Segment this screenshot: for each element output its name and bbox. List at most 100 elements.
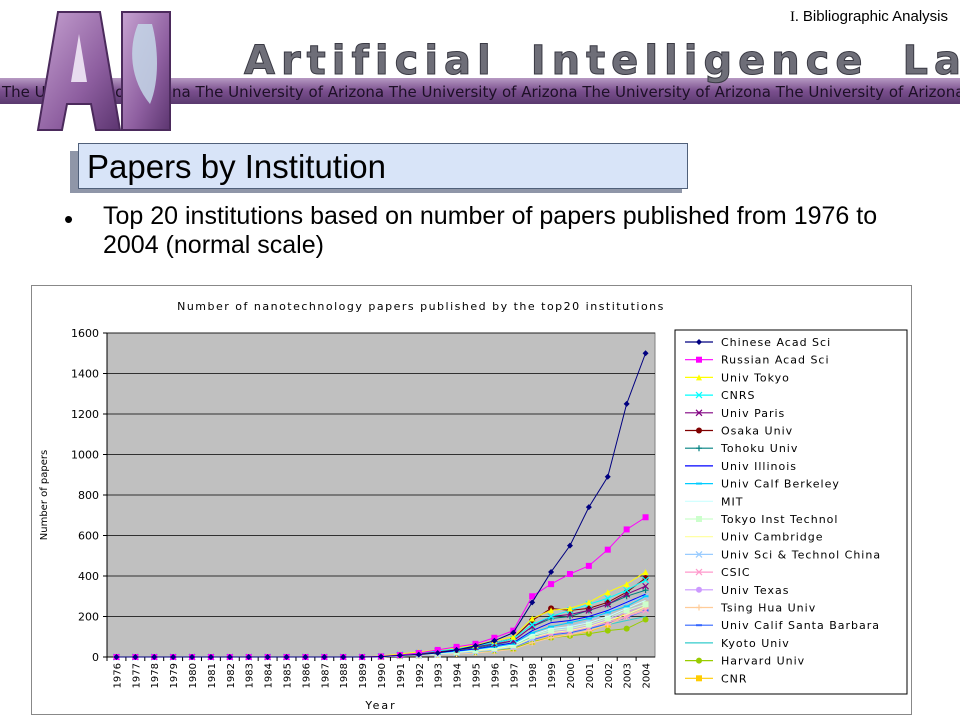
section-roman: I.	[790, 9, 799, 25]
data-point	[566, 542, 573, 549]
legend-item: Univ Texas	[685, 584, 789, 597]
data-point	[585, 627, 592, 634]
data-point	[264, 654, 271, 660]
data-point	[623, 613, 631, 620]
bullet-text: Top 20 institutions based on number of p…	[103, 202, 878, 259]
legend-marker	[695, 391, 703, 399]
data-point	[434, 646, 441, 653]
data-point	[434, 649, 441, 656]
legend-label: Univ Paris	[721, 407, 785, 420]
data-point	[585, 504, 592, 511]
legend-item: Univ Calf Berkeley	[685, 478, 839, 491]
legend-item: Russian Acad Sci	[685, 354, 830, 367]
x-tick-label: 1997	[509, 663, 520, 688]
data-point	[396, 652, 403, 659]
data-point	[623, 586, 631, 594]
y-tick-label: 800	[78, 489, 99, 502]
data-point	[642, 582, 649, 590]
lab-title-word-3: Lab	[902, 38, 960, 84]
data-point	[623, 400, 630, 407]
data-point	[453, 643, 460, 650]
y-tick-label: 1000	[71, 449, 99, 462]
legend-marker	[695, 550, 703, 558]
data-point	[340, 654, 347, 660]
legend-label: Osaka Univ	[721, 425, 793, 438]
x-tick-label: 1992	[415, 663, 426, 688]
data-point	[604, 615, 611, 622]
legend-label: Univ Cambridge	[721, 531, 824, 544]
y-tick-label: 200	[78, 611, 99, 624]
legend-label: CNR	[721, 672, 748, 685]
data-point	[623, 607, 630, 614]
x-tick-label: 1980	[188, 663, 199, 688]
data-point	[491, 637, 498, 644]
data-point	[585, 607, 593, 614]
lab-title-word-1: Artificial	[244, 38, 497, 84]
legend-item: Univ Cambridge	[685, 531, 824, 544]
data-point	[642, 576, 649, 584]
legend-item: Tsing Hua Univ	[685, 602, 815, 615]
legend-label: Harvard Univ	[721, 655, 805, 668]
data-point	[151, 654, 158, 660]
data-point	[585, 599, 592, 606]
legend-label: Tohoku Univ	[720, 442, 798, 455]
data-point	[548, 627, 555, 634]
x-tick-label: 1982	[226, 663, 237, 688]
data-point	[604, 473, 611, 480]
data-point	[585, 621, 592, 628]
legend-marker	[696, 675, 702, 682]
data-point	[548, 581, 555, 588]
x-tick-label: 2004	[642, 663, 653, 688]
legend-marker	[696, 374, 702, 381]
data-point	[642, 568, 649, 575]
legend-label: Kyoto Univ	[721, 637, 790, 650]
x-tick-label: 1990	[377, 663, 388, 688]
chart-frame: Number of nanotechnology papers publishe…	[31, 285, 912, 715]
data-point	[321, 654, 328, 660]
x-tick-label: 2001	[585, 663, 596, 688]
data-point	[623, 625, 630, 632]
data-point	[604, 594, 612, 602]
data-point	[604, 589, 611, 596]
data-point	[510, 629, 517, 636]
y-tick-label: 400	[78, 570, 99, 583]
y-tick-label: 1200	[71, 408, 99, 421]
data-point	[415, 651, 422, 658]
data-point	[170, 654, 177, 660]
legend-marker	[696, 339, 702, 345]
lab-title: Artificial Intelligence Lab	[244, 38, 960, 84]
legend-item: Chinese Acad Sci	[685, 336, 831, 349]
legend-item: Harvard Univ	[685, 655, 805, 668]
x-tick-label: 1978	[150, 663, 161, 688]
x-tick-label: 1985	[283, 663, 294, 688]
data-point	[642, 350, 649, 357]
legend-item: Kyoto Univ	[685, 637, 790, 650]
data-point	[245, 654, 252, 660]
data-point	[528, 621, 536, 629]
ai-logo	[36, 11, 171, 131]
legend-item: Univ Tokyo	[685, 371, 790, 384]
legend-marker	[696, 657, 702, 664]
legend-item: Univ Paris	[685, 407, 785, 420]
y-axis-label: Number of papers	[39, 450, 50, 540]
x-tick-label: 1991	[396, 663, 407, 688]
data-point	[378, 653, 384, 660]
data-point	[472, 642, 479, 649]
data-point	[566, 570, 573, 577]
legend-label: Chinese Acad Sci	[721, 336, 831, 349]
line-chart: Number of nanotechnology papers publishe…	[39, 300, 908, 712]
x-tick-label: 1996	[490, 663, 501, 688]
data-point	[359, 654, 366, 660]
data-point	[566, 625, 573, 632]
legend-label: Russian Acad Sci	[721, 354, 830, 367]
x-tick-label: 1989	[358, 663, 369, 688]
x-tick-label: 1984	[264, 663, 275, 688]
data-point	[548, 634, 555, 641]
x-tick-label: 1981	[207, 663, 218, 688]
legend-item: Univ Illinois	[685, 460, 796, 473]
data-point	[604, 627, 611, 634]
series-chinese-acad-sci	[113, 350, 649, 660]
legend-label: Univ Tokyo	[721, 371, 790, 384]
data-point	[529, 639, 536, 646]
data-point	[207, 654, 214, 660]
